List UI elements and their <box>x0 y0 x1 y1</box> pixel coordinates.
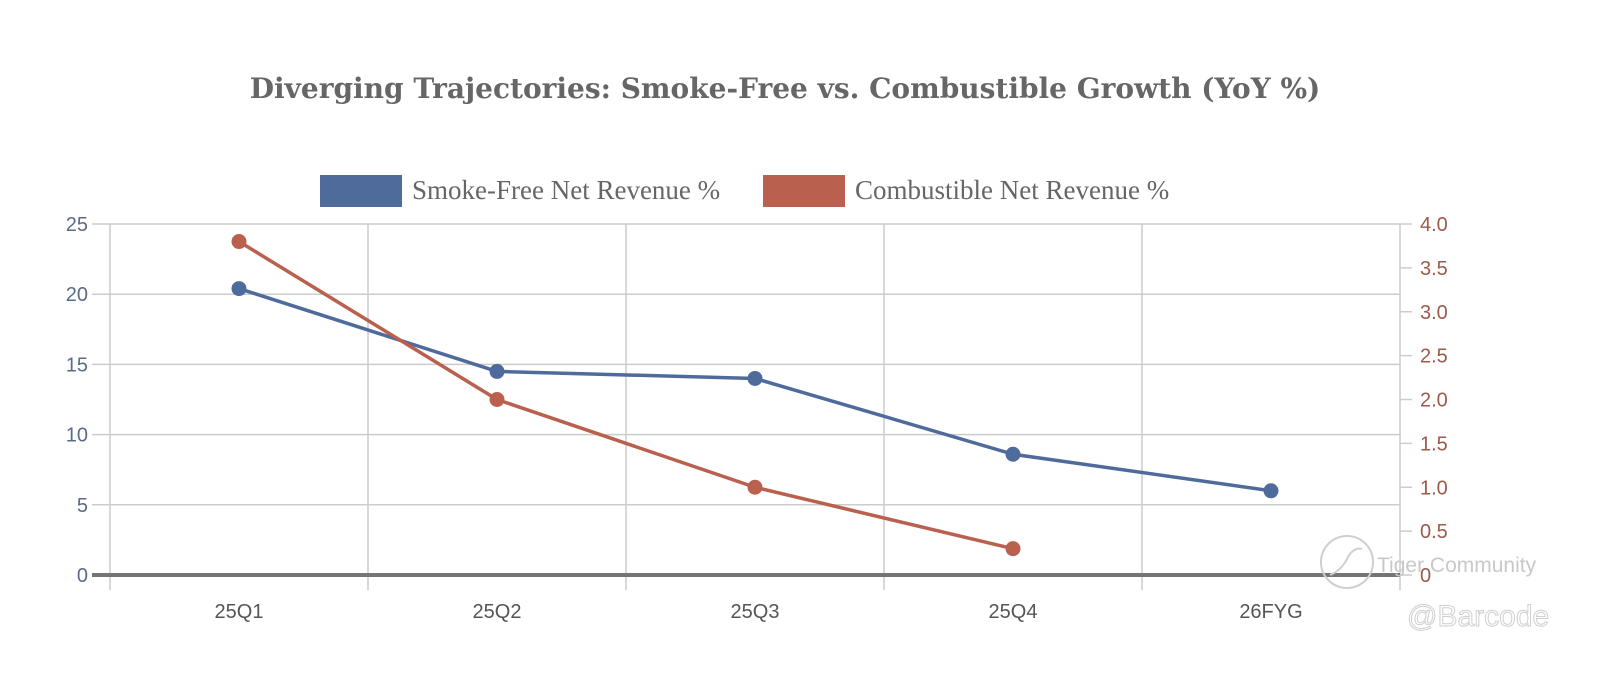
legend-swatch <box>320 175 402 207</box>
grid <box>109 223 1401 590</box>
right-axis-tick-label: 1.5 <box>1420 433 1448 455</box>
axes: 0 5 10 15 20 25 0 0.5 1.0 1.5 2.0 2.5 3.0 3.5 4.0 25Q1 2… <box>66 214 1448 623</box>
legend: Smoke-Free Net Revenue % Combustible Net … <box>320 175 1169 207</box>
data-point-combustible <box>231 234 247 250</box>
right-axis-tick-label: 3.5 <box>1420 258 1448 280</box>
series <box>231 234 1279 557</box>
chart-title: Diverging Trajectories: Smoke-Free vs. C… <box>250 72 1321 105</box>
data-point-combustible <box>1005 541 1021 557</box>
tiger-logo-mark-icon <box>1329 547 1363 576</box>
data-point-smoke-free <box>747 370 763 386</box>
right-axis-tick-label: 4.0 <box>1420 214 1448 236</box>
x-axis-tick-label: 25Q3 <box>731 601 780 623</box>
left-axis-tick-label: 10 <box>66 425 88 447</box>
watermark-brand: Tiger Community <box>1377 554 1537 577</box>
x-axis-tick-label: 26FYG <box>1239 601 1302 623</box>
legend-swatch <box>763 175 845 207</box>
data-point-smoke-free <box>231 281 247 297</box>
right-axis-tick-label: 2.0 <box>1420 390 1448 412</box>
right-axis-tick-label: 1.0 <box>1420 477 1448 499</box>
right-axis-tick-label: 0.5 <box>1420 521 1448 543</box>
data-point-smoke-free <box>1263 483 1279 499</box>
x-axis-tick-label: 25Q4 <box>989 601 1038 623</box>
data-point-combustible <box>747 479 763 495</box>
left-axis-tick-label: 5 <box>77 495 88 517</box>
tiger-logo-icon <box>1320 535 1374 589</box>
left-axis-tick-label: 25 <box>66 214 88 236</box>
left-axis-tick-label: 20 <box>66 284 88 306</box>
legend-label: Smoke-Free Net Revenue % <box>412 175 720 205</box>
watermark: Tiger Community @Barcode <box>1320 535 1550 634</box>
legend-label: Combustible Net Revenue % <box>855 175 1169 205</box>
data-point-smoke-free <box>1005 446 1021 462</box>
right-axis-tick-label: 2.5 <box>1420 346 1448 368</box>
series-line-combustible <box>238 240 1014 551</box>
x-axis-tick-label: 25Q1 <box>215 601 264 623</box>
data-point-combustible <box>489 392 505 407</box>
x-axis-tick-label: 25Q2 <box>473 601 522 623</box>
data-point-smoke-free <box>489 363 505 379</box>
left-axis-tick-label: 0 <box>77 565 88 587</box>
left-axis-tick-label: 15 <box>66 354 88 376</box>
right-axis-tick-label: 0 <box>1420 565 1431 587</box>
series-line-smoke-free <box>238 286 1272 493</box>
watermark-handle: @Barcode <box>1407 600 1549 633</box>
right-axis-tick-label: 3.0 <box>1420 302 1448 324</box>
